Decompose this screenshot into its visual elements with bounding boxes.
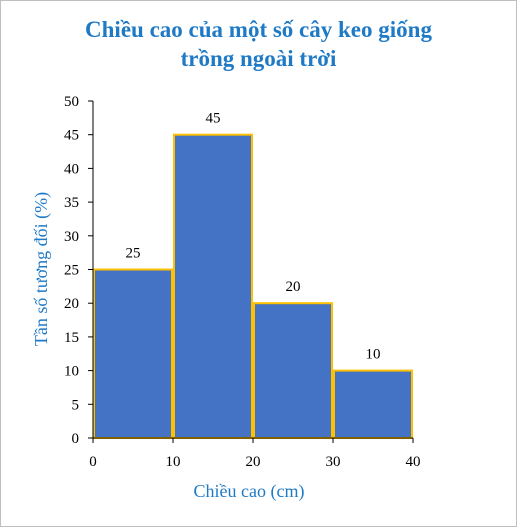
chart-title: Chiều cao của một số cây keo giống trồng… — [1, 15, 516, 73]
data-label-0: 25 — [126, 246, 141, 262]
y-tick-label-10: 50 — [64, 94, 79, 110]
y-tick-label-5: 25 — [64, 263, 79, 279]
histogram-bar-2 — [253, 302, 333, 440]
y-tick-label-3: 15 — [64, 330, 79, 346]
chart-title-line-1: Chiều cao của một số cây keo giống — [85, 17, 432, 42]
y-tick-label-1: 5 — [72, 397, 80, 413]
x-tick-label-3: 30 — [326, 454, 341, 470]
data-label-1: 45 — [206, 111, 221, 127]
axes-layer: 0 5 10 15 20 25 30 35 40 45 50 0 10 20 30 40 — [64, 94, 421, 470]
x-tick-label-1: 10 — [166, 454, 181, 470]
y-axis-label: Tần số tương đối (%) — [31, 192, 52, 346]
x-tick-label-2: 20 — [246, 454, 261, 470]
y-tick-label-2: 10 — [64, 364, 79, 380]
chart-title-line-2: trồng ngoài trời — [180, 46, 337, 71]
y-tick-label-9: 45 — [64, 128, 79, 144]
y-tick-label-6: 30 — [64, 229, 79, 245]
x-tick-label-0: 0 — [89, 454, 97, 470]
y-tick-label-7: 35 — [64, 195, 79, 211]
histogram-bar-0 — [93, 268, 173, 439]
y-tick-label-8: 40 — [64, 161, 79, 177]
x-tick-label-4: 40 — [406, 454, 421, 470]
data-label-2: 20 — [286, 279, 301, 295]
x-axis-label: Chiều cao (cm) — [194, 481, 305, 502]
labels-layer: 25 45 20 10 — [126, 111, 381, 363]
histogram-bar-1 — [173, 133, 253, 439]
data-label-3: 10 — [366, 347, 381, 363]
histogram-bar-3 — [333, 369, 413, 440]
y-tick-label-4: 20 — [64, 296, 79, 312]
y-tick-label-0: 0 — [72, 431, 80, 447]
bars-layer — [93, 133, 413, 440]
